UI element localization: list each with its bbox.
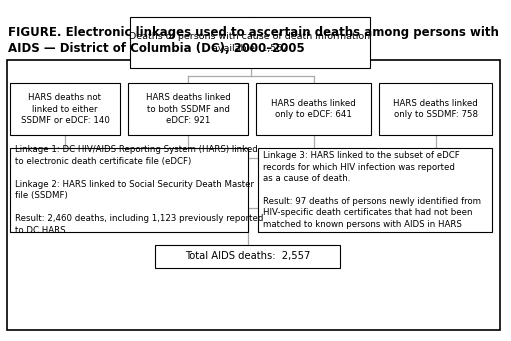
Bar — [128, 83, 248, 135]
Bar — [256, 83, 371, 135]
Text: HARS deaths linked
to both SSDMF and
eDCF: 921: HARS deaths linked to both SSDMF and eDC… — [146, 93, 230, 125]
Text: FIGURE. Electronic linkages used to ascertain deaths among persons with
AIDS — D: FIGURE. Electronic linkages used to asce… — [8, 26, 499, 55]
Bar — [130, 17, 370, 68]
Text: HARS deaths linked
only to SSDMF: 758: HARS deaths linked only to SSDMF: 758 — [393, 99, 478, 119]
Text: Linkage 3: HARS linked to the subset of eDCF
records for which HIV infection was: Linkage 3: HARS linked to the subset of … — [263, 151, 481, 229]
Bar — [10, 148, 248, 232]
Bar — [7, 60, 500, 330]
Bar — [258, 148, 492, 232]
Text: HARS deaths not
linked to either
SSDMF or eDCF: 140: HARS deaths not linked to either SSDMF o… — [20, 93, 109, 125]
Text: HARS deaths linked
only to eDCF: 641: HARS deaths linked only to eDCF: 641 — [271, 99, 356, 119]
Text: Deaths of persons with cause of death information
available: 1,562: Deaths of persons with cause of death in… — [129, 32, 370, 53]
Bar — [10, 83, 120, 135]
Text: Total AIDS deaths:  2,557: Total AIDS deaths: 2,557 — [185, 252, 310, 262]
Text: Linkage 1: DC HIV/AIDS Reporting System (HARS) linked
to electronic death certif: Linkage 1: DC HIV/AIDS Reporting System … — [15, 145, 263, 235]
Bar — [155, 245, 340, 268]
Bar — [379, 83, 492, 135]
